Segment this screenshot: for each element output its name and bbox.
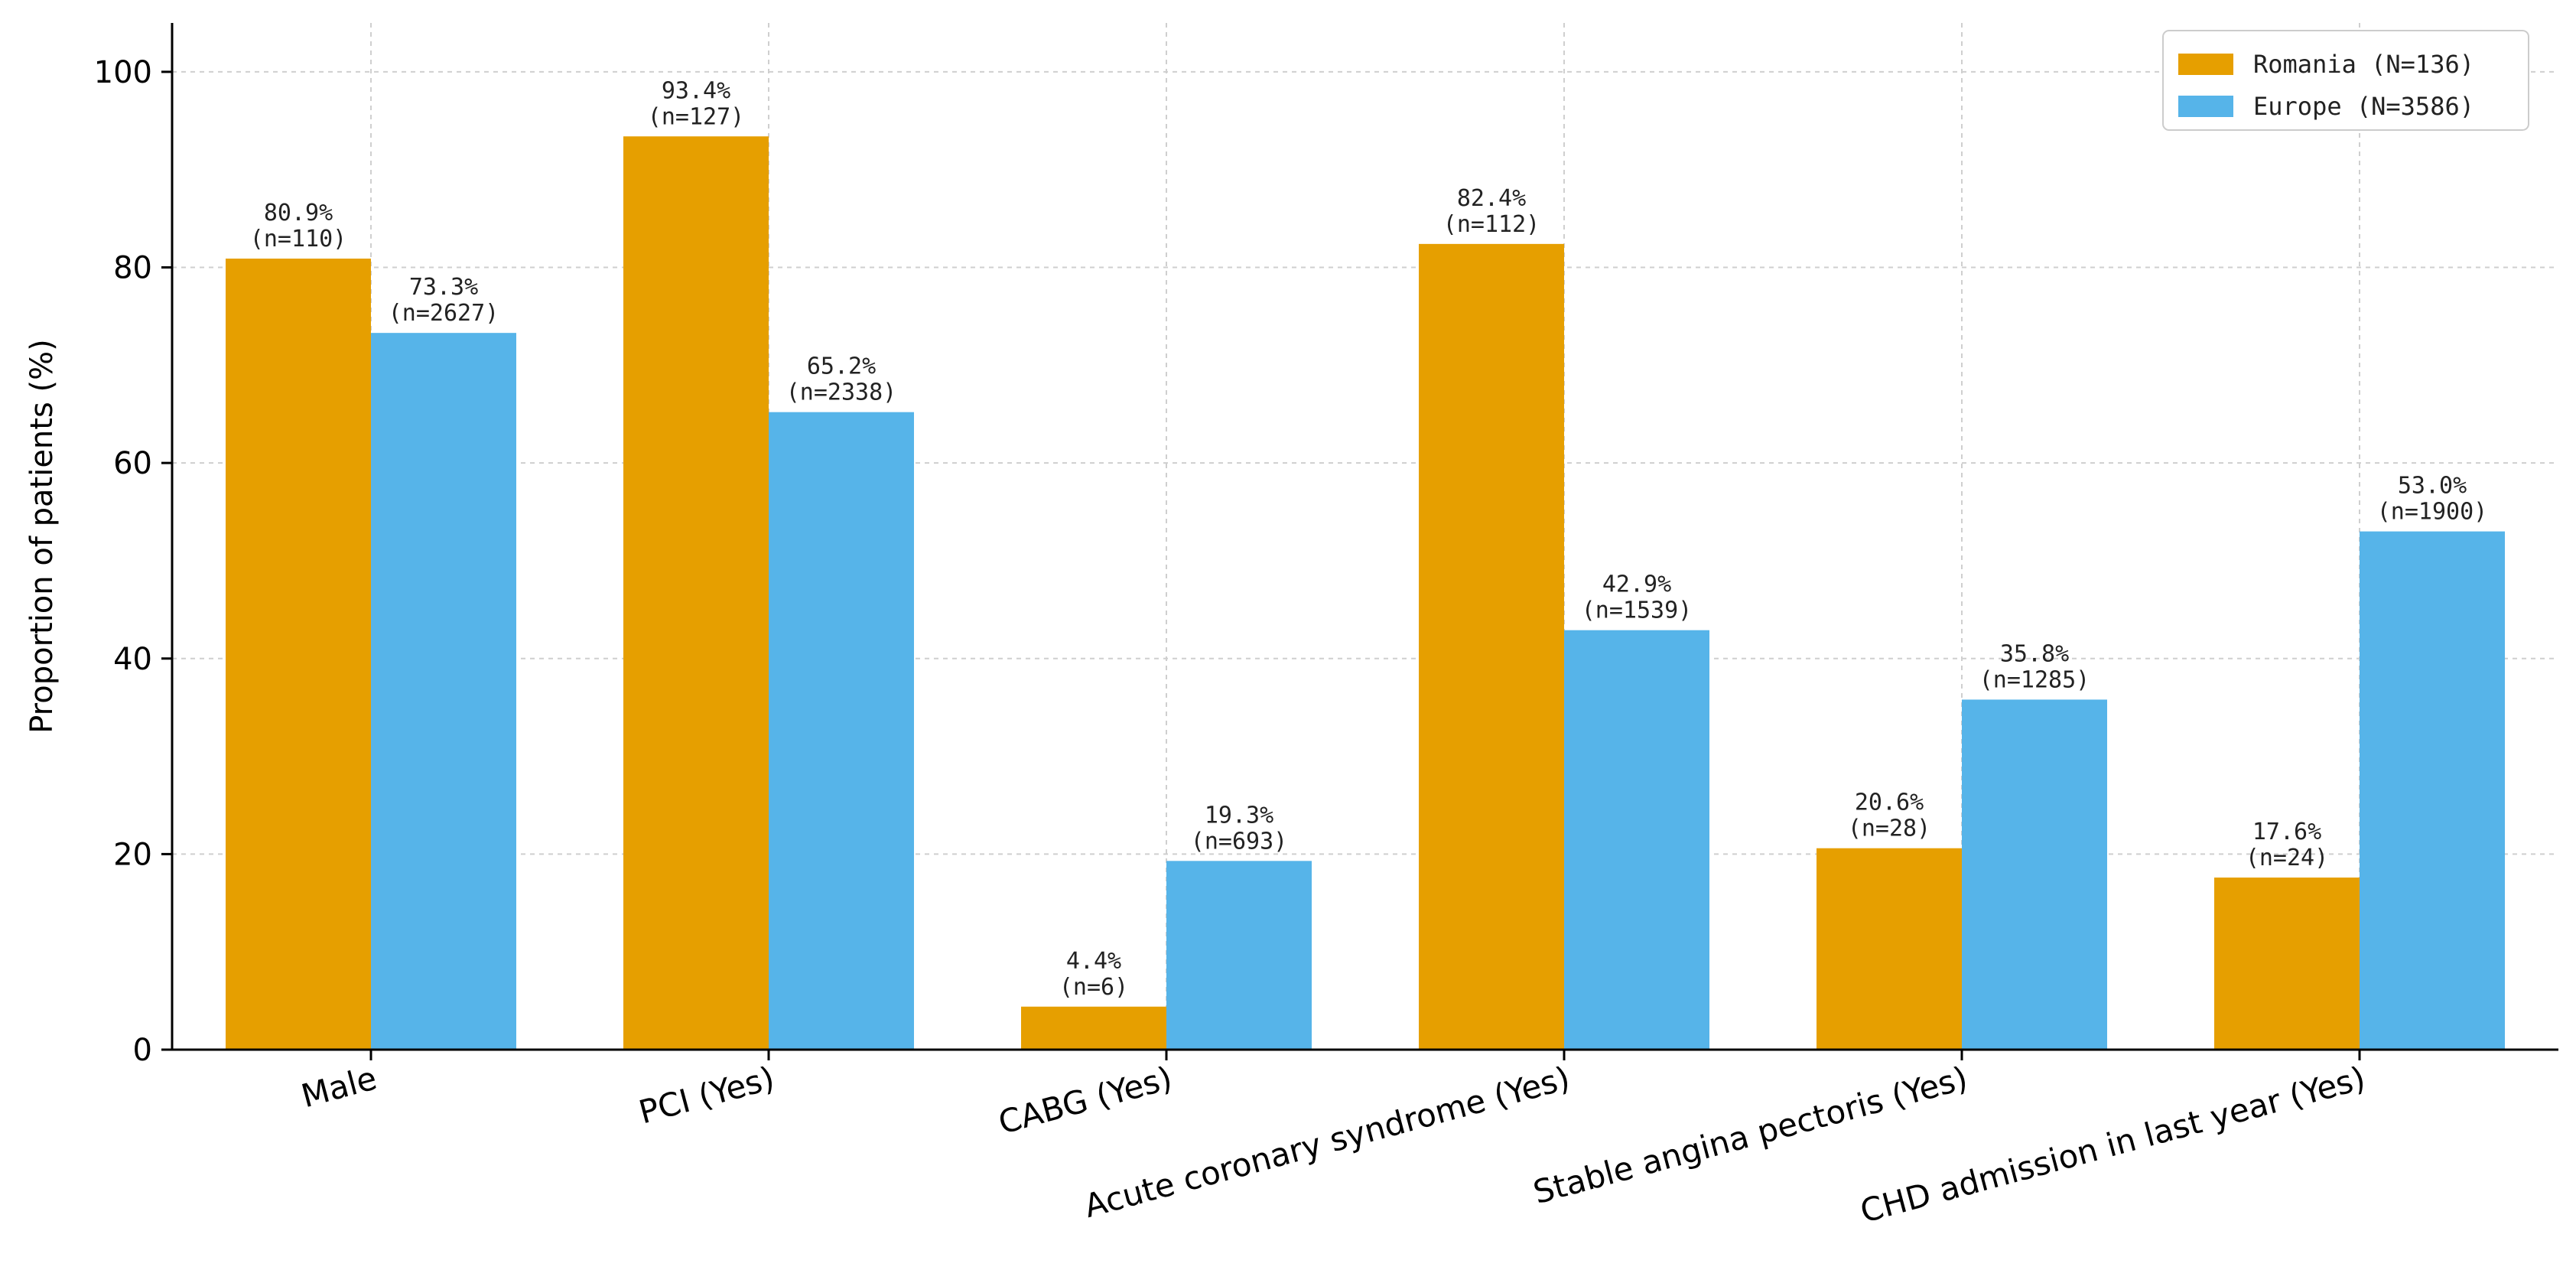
bar-romania-male bbox=[226, 259, 371, 1050]
y-tick-label: 40 bbox=[113, 642, 152, 677]
legend-swatch-romania bbox=[2178, 54, 2233, 75]
data-label-count: (n=24) bbox=[2246, 845, 2328, 871]
bar-romania-pci-yes bbox=[623, 136, 769, 1050]
y-tick-label: 0 bbox=[133, 1033, 152, 1068]
bar-europe-male bbox=[371, 333, 516, 1050]
bar-romania-stable-angina-pectoris-yes bbox=[1817, 848, 1962, 1050]
data-label-count: (n=6) bbox=[1059, 974, 1128, 1001]
x-tick-label: Male bbox=[298, 1059, 381, 1115]
bar-romania-acute-coronary-syndrome-yes bbox=[1419, 243, 1564, 1050]
data-label-percent: 73.3% bbox=[409, 274, 478, 301]
y-axis-title: Proportion of patients (%) bbox=[24, 339, 60, 734]
data-label-percent: 20.6% bbox=[1855, 790, 1924, 816]
bar-europe-pci-yes bbox=[769, 412, 914, 1050]
legend-label-romania: Romania (N=136) bbox=[2253, 50, 2474, 79]
data-label-count: (n=110) bbox=[250, 226, 346, 252]
x-tick-label: CABG (Yes) bbox=[994, 1059, 1176, 1141]
bar-europe-cabg-yes bbox=[1166, 861, 1312, 1050]
data-label-percent: 35.8% bbox=[2000, 640, 2069, 667]
data-label-percent: 82.4% bbox=[1457, 185, 1526, 212]
data-label-count: (n=1900) bbox=[2377, 499, 2488, 526]
data-label-percent: 93.4% bbox=[662, 77, 730, 104]
data-labels-layer: 80.9%(n=110) 73.3%(n=2627) 93.4%(n=127) 65.… bbox=[250, 77, 2487, 1001]
data-label-count: (n=112) bbox=[1443, 211, 1540, 238]
data-label-percent: 65.2% bbox=[807, 353, 876, 380]
bars-layer bbox=[226, 136, 2505, 1050]
grid-layer bbox=[172, 23, 2558, 1050]
data-label-count: (n=2338) bbox=[786, 379, 897, 406]
data-label-percent: 53.0% bbox=[2398, 473, 2467, 500]
bar-europe-acute-coronary-syndrome-yes bbox=[1564, 630, 1709, 1050]
y-tick-label: 100 bbox=[94, 55, 152, 90]
bar-europe-chd-admission-in-last-year-yes bbox=[2360, 531, 2505, 1050]
data-label-percent: 4.4% bbox=[1066, 948, 1121, 975]
y-tick-label: 80 bbox=[113, 251, 152, 286]
data-label-percent: 19.3% bbox=[1205, 802, 1273, 829]
legend-box bbox=[2162, 30, 2529, 131]
data-label-count: (n=693) bbox=[1191, 828, 1287, 855]
data-label-count: (n=1285) bbox=[1979, 666, 2090, 693]
y-tick-label: 60 bbox=[113, 446, 152, 481]
data-label-percent: 42.9% bbox=[1602, 571, 1671, 598]
bar-europe-stable-angina-pectoris-yes bbox=[1962, 699, 2107, 1050]
bar-romania-chd-admission-in-last-year-yes bbox=[2214, 878, 2360, 1050]
data-label-count: (n=28) bbox=[1848, 816, 1930, 842]
x-tick-label: PCI (Yes) bbox=[635, 1059, 778, 1131]
legend-swatch-europe bbox=[2178, 96, 2233, 117]
legend-label-europe: Europe (N=3586) bbox=[2253, 92, 2474, 121]
legend: Romania (N=136) Europe (N=3586) bbox=[2162, 30, 2529, 131]
data-label-percent: 80.9% bbox=[264, 200, 333, 226]
data-label-count: (n=2627) bbox=[389, 300, 499, 327]
y-tick-label: 20 bbox=[113, 837, 152, 872]
data-label-percent: 17.6% bbox=[2252, 819, 2321, 845]
data-label-count: (n=127) bbox=[648, 103, 744, 130]
data-label-count: (n=1539) bbox=[1582, 598, 1693, 624]
bar-romania-cabg-yes bbox=[1021, 1006, 1166, 1050]
